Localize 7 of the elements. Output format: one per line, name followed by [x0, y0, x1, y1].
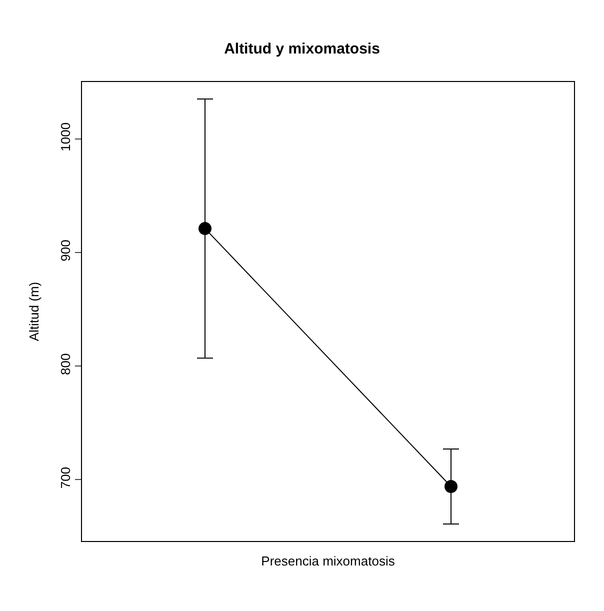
- y-axis-title: Altitud (m): [26, 282, 42, 342]
- x-axis-title: Presencia mixomatosis: [261, 554, 396, 569]
- y-tick-label: 900: [58, 240, 73, 262]
- y-tick-label: 800: [58, 353, 73, 375]
- y-tick-label: 1000: [58, 122, 73, 152]
- y-tick-label: 700: [58, 466, 73, 489]
- chart-title: Altitud y mixomatosis: [224, 40, 380, 58]
